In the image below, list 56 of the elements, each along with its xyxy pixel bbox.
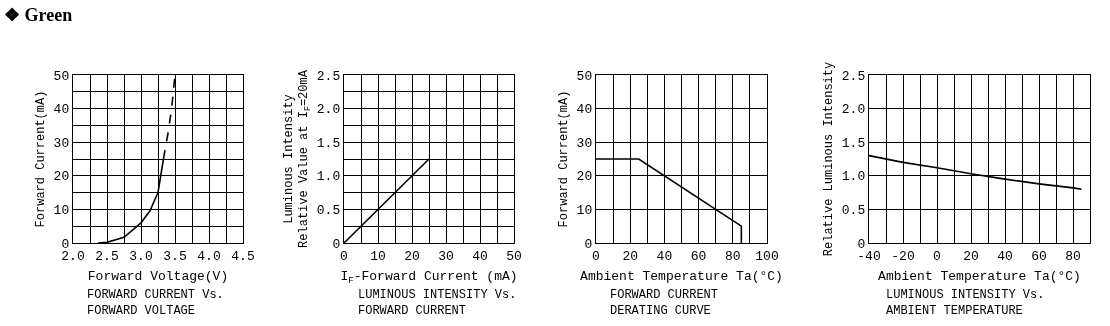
x-tick-label: 3.5 — [163, 248, 187, 264]
text: FORWARD CURRENT DERATING CURVE — [610, 288, 719, 318]
y-tick-label: 40 — [53, 102, 70, 118]
x-axis-title: I$_{F}$-Forward Current (mA) — [340, 269, 518, 287]
x-tick-label: 100 — [755, 248, 779, 264]
y-tick-label: 1.5 — [316, 135, 341, 151]
y-tick-label: 2.0 — [316, 102, 341, 118]
y-tick-label: 2.5 — [316, 68, 341, 84]
x-tick-label: 0 — [933, 248, 941, 264]
x-tick-label: 2.5 — [95, 248, 119, 264]
y-tick-label: 30 — [576, 135, 593, 151]
x-tick-label: 4.5 — [231, 248, 255, 264]
x-tick-label: 80 — [725, 248, 741, 264]
y-tick-label: 0 — [332, 236, 341, 252]
y-tick-label: 40 — [576, 102, 593, 118]
y-tick-label: 10 — [576, 202, 593, 218]
x-tick-label: 60 — [1031, 248, 1047, 264]
text: FORWARD CURRENT Vs. FORWARD VOLTAGE — [87, 288, 224, 318]
text: LUMINOUS INTENSITY Vs. FORWARD CURRENT — [358, 288, 517, 318]
x-tick-label: 30 — [438, 248, 454, 264]
y-axis-title: Forward Current(mA) — [556, 90, 571, 228]
text: LUMINOUS INTENSITY Vs. AMBIENT TEMPERATURE — [886, 288, 1045, 318]
y-tick-label: 1.0 — [316, 169, 341, 185]
x-axis-title: Ambient Temperature Ta(°C) — [878, 269, 1081, 285]
y-tick-label: 0 — [584, 236, 593, 252]
y-tick-label: 0.5 — [841, 202, 866, 218]
y-axis-title: Forward Current(mA) — [33, 90, 48, 228]
y-tick-label: 2.0 — [841, 102, 866, 118]
y-tick-label: 0.5 — [316, 202, 341, 218]
x-tick-label: 40 — [997, 248, 1013, 264]
y-tick-label: 50 — [576, 68, 593, 84]
text: ❖ Green — [4, 4, 73, 26]
x-tick-label: 80 — [1065, 248, 1081, 264]
y-tick-label: 10 — [53, 202, 70, 218]
x-tick-label: 60 — [690, 248, 707, 264]
y-tick-label: 50 — [53, 68, 70, 84]
x-tick-label: 10 — [370, 248, 386, 264]
x-tick-label: 40 — [656, 248, 673, 264]
y-axis-title: Relative Luminous Intensity — [822, 61, 837, 257]
x-tick-label: 4.0 — [197, 248, 221, 264]
y-tick-label: 2.5 — [841, 68, 866, 84]
x-tick-label: 20 — [404, 248, 420, 264]
x-tick-label: 50 — [506, 248, 522, 264]
y-tick-label: 30 — [53, 135, 70, 151]
x-tick-label: 3.0 — [129, 248, 153, 264]
x-axis-title: Ambient Temperature Ta(°C) — [580, 269, 783, 285]
x-tick-label: 20 — [963, 248, 979, 264]
x-tick-label: 40 — [472, 248, 488, 264]
x-axis-title: Forward Voltage(V) — [87, 269, 229, 285]
y-tick-label: 0 — [61, 236, 70, 252]
x-tick-label: 20 — [622, 248, 638, 264]
y-tick-label: 20 — [576, 169, 593, 185]
y-tick-label: 1.0 — [841, 169, 866, 185]
y-tick-label: 1.5 — [841, 135, 866, 151]
x-tick-label: -20 — [891, 248, 915, 264]
y-tick-label: 20 — [53, 169, 70, 185]
